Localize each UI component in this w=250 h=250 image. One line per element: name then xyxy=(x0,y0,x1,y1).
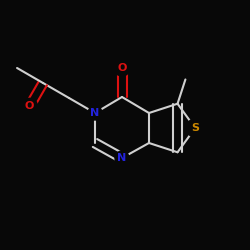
Circle shape xyxy=(114,60,130,76)
Text: O: O xyxy=(117,63,127,73)
Circle shape xyxy=(22,98,38,114)
Circle shape xyxy=(186,119,204,137)
Text: S: S xyxy=(191,123,199,133)
Text: O: O xyxy=(25,102,34,112)
Text: N: N xyxy=(118,153,127,163)
Circle shape xyxy=(115,151,129,165)
Text: N: N xyxy=(90,108,100,118)
Circle shape xyxy=(88,106,102,120)
